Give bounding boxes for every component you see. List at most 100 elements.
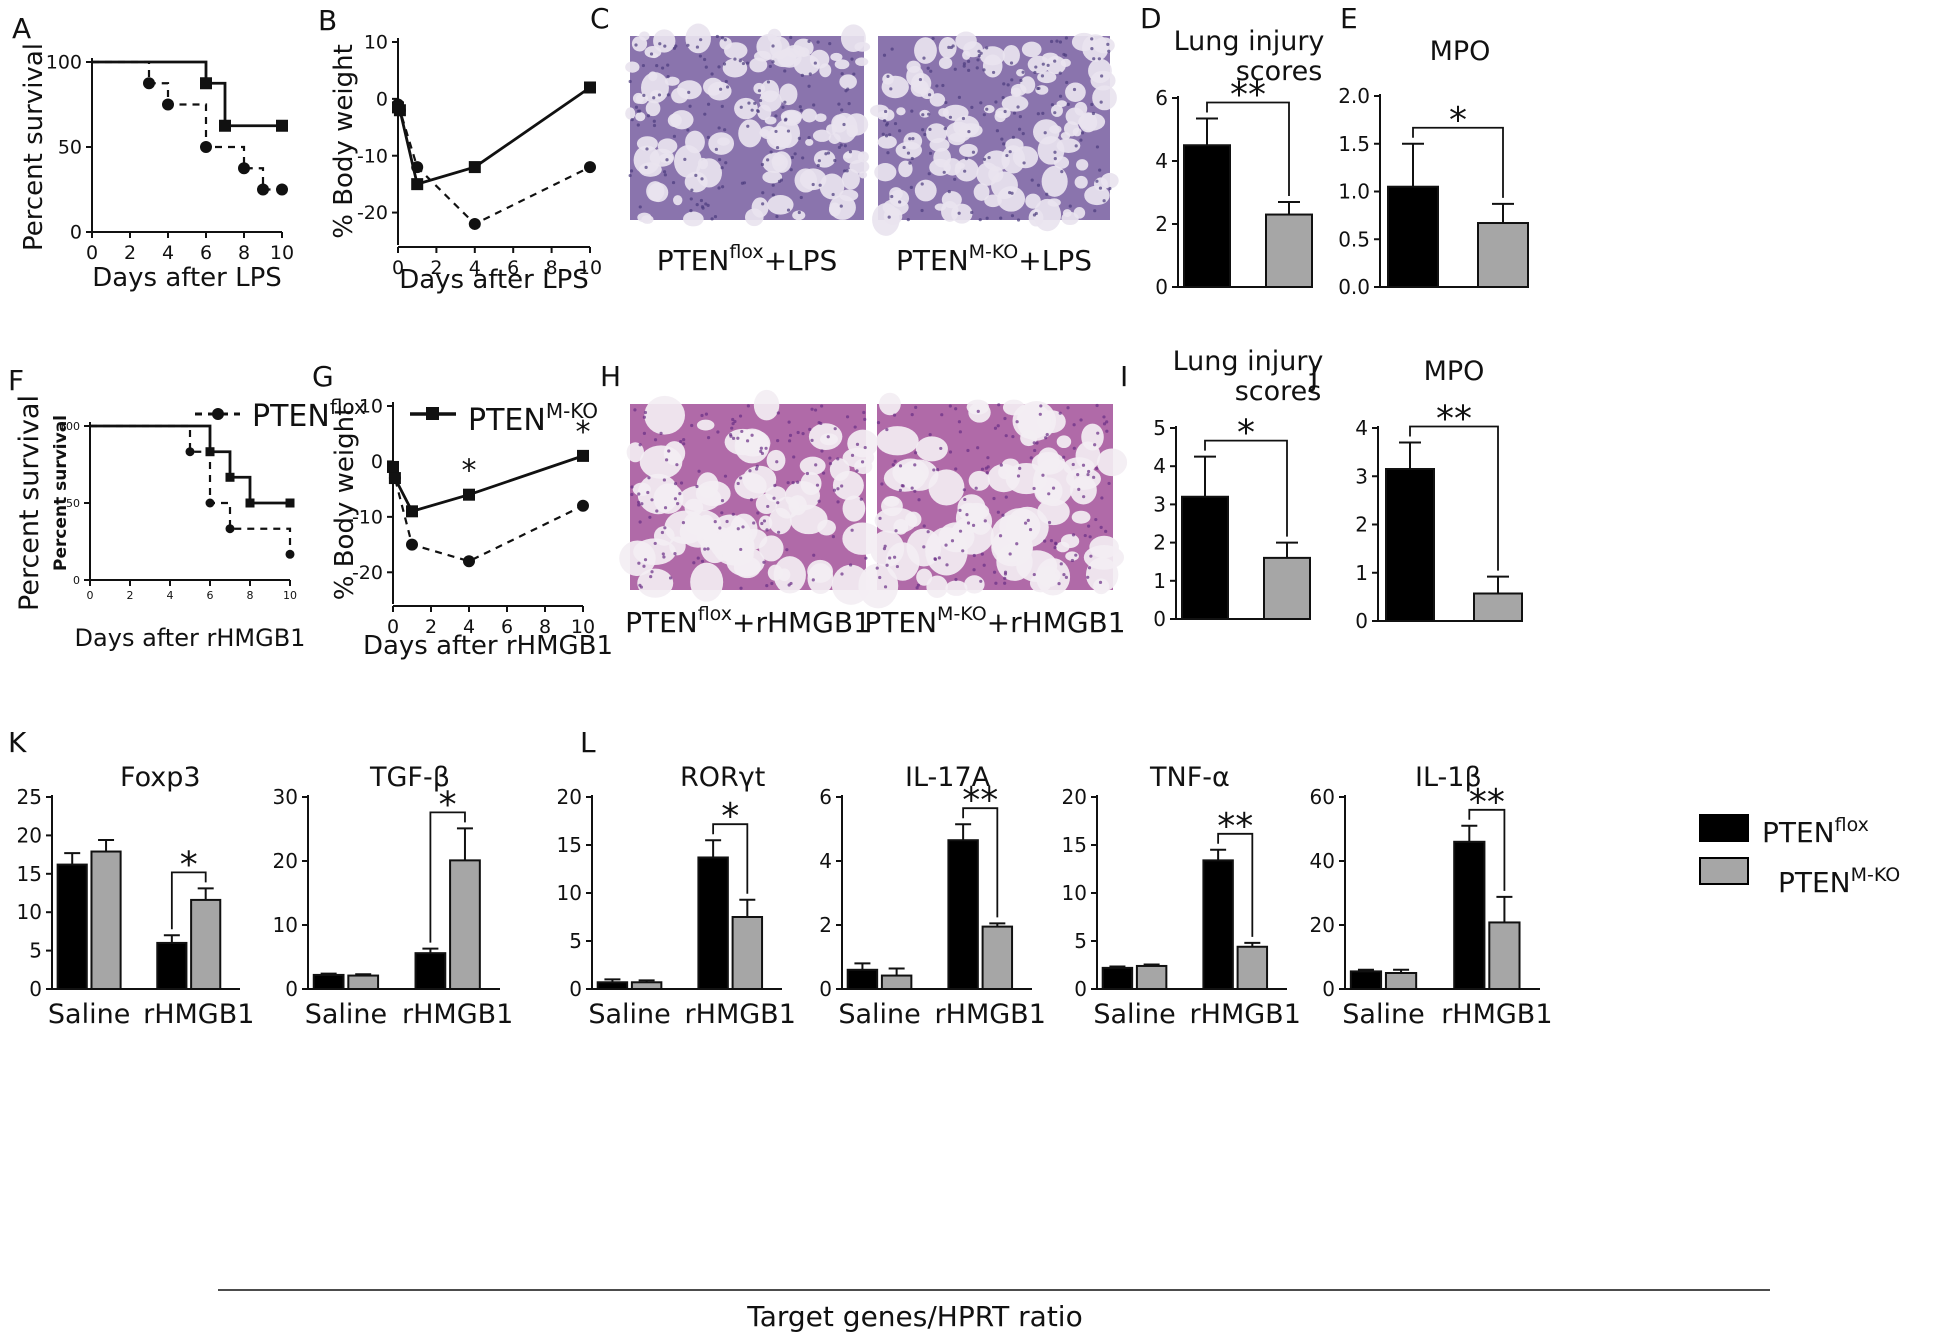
nucleus	[810, 438, 814, 442]
nucleus	[1096, 431, 1100, 435]
nucleus	[1098, 168, 1102, 172]
alveolus	[870, 530, 905, 567]
nucleus	[666, 63, 670, 67]
alveolus	[858, 171, 868, 179]
nucleus	[808, 72, 812, 76]
nucleus	[724, 79, 728, 84]
nucleus	[642, 93, 646, 97]
series-line-flox	[90, 424, 292, 555]
nucleus	[653, 438, 658, 442]
y-tick-label: 0	[1155, 275, 1168, 299]
nucleus	[645, 147, 649, 151]
alveolus	[800, 471, 822, 496]
nucleus	[954, 467, 958, 471]
nucleus	[750, 108, 754, 112]
y-tick-label: 4	[1153, 454, 1166, 478]
nucleus	[883, 544, 887, 548]
alveolus	[1053, 156, 1070, 169]
panel-letter: F	[8, 364, 24, 397]
nucleus	[692, 561, 696, 565]
nucleus	[723, 474, 728, 478]
y-tick-label: 50	[66, 497, 80, 510]
nucleus	[789, 168, 793, 172]
nucleus	[836, 457, 840, 461]
nucleus	[1034, 65, 1038, 69]
alveolus	[968, 470, 990, 491]
nucleus	[1032, 486, 1036, 491]
alveolus	[847, 429, 879, 458]
nucleus	[720, 36, 725, 40]
nucleus	[679, 481, 684, 485]
nucleus	[1083, 533, 1087, 538]
nucleus	[927, 172, 931, 176]
series-line-flox	[396, 104, 591, 226]
nucleus	[885, 427, 889, 432]
nucleus	[845, 169, 849, 173]
nucleus	[859, 497, 863, 501]
x-tick-label: 0	[392, 257, 404, 279]
nucleus	[816, 40, 820, 44]
histology-image	[858, 392, 1128, 609]
nucleus	[739, 547, 743, 552]
nucleus	[898, 200, 902, 204]
nucleus	[1077, 487, 1081, 491]
nucleus	[863, 445, 867, 450]
signif-bracket	[1206, 101, 1290, 196]
alveolus	[1021, 41, 1042, 58]
y-tick-label: 60	[1310, 785, 1335, 809]
nucleus	[862, 410, 866, 415]
data-point	[387, 460, 399, 473]
alveolus	[1029, 573, 1052, 593]
nucleus	[887, 215, 891, 219]
nucleus	[662, 555, 666, 559]
alveolus	[696, 472, 719, 499]
nucleus	[769, 150, 773, 154]
bottom-axis-label: Target genes/HPRT ratio	[746, 1300, 1082, 1333]
alveolus	[968, 402, 991, 423]
panel-letter: D	[1140, 2, 1162, 35]
nucleus	[815, 483, 820, 487]
caption-suffix: +rHMGB1	[987, 606, 1126, 639]
y-tick-label: 3	[1355, 464, 1368, 488]
nucleus	[717, 186, 721, 190]
nucleus	[982, 157, 987, 162]
nucleus	[700, 205, 705, 209]
nucleus	[688, 104, 692, 108]
data-point	[276, 119, 288, 132]
nucleus	[718, 526, 722, 530]
alveolus	[721, 525, 750, 554]
nucleus	[906, 218, 910, 222]
nucleus	[682, 442, 686, 446]
histology-caption: PTENM-KO+rHMGB1	[864, 603, 1125, 639]
nucleus	[920, 208, 924, 213]
nucleus	[997, 403, 1001, 407]
nucleus	[649, 575, 653, 579]
caption-prefix: PTEN	[625, 606, 698, 639]
bar	[1473, 592, 1523, 622]
nucleus	[771, 193, 775, 197]
alveolus	[702, 77, 724, 96]
y-tick-label: 30	[273, 785, 298, 809]
nucleus	[747, 101, 751, 105]
nucleus	[1087, 524, 1091, 528]
nucleus	[1049, 39, 1054, 44]
caption-prefix: PTEN	[864, 606, 937, 639]
nucleus	[948, 115, 953, 119]
bar	[846, 968, 879, 990]
x-tick-label: 10	[283, 589, 297, 602]
nucleus	[1102, 415, 1106, 419]
nucleus	[898, 129, 902, 133]
alveolus	[876, 426, 919, 456]
alveolus	[719, 37, 732, 50]
nucleus	[760, 451, 765, 456]
y-tick-label: 2.0	[1338, 84, 1370, 108]
nucleus	[668, 576, 673, 580]
nucleus	[642, 564, 646, 568]
x-tick-label: rHMGB1	[935, 999, 1046, 1030]
alveolus	[734, 97, 758, 120]
nucleus	[739, 476, 743, 480]
nucleus	[916, 583, 920, 587]
alveolus	[637, 568, 674, 598]
x-tick-label: 8	[546, 257, 558, 279]
